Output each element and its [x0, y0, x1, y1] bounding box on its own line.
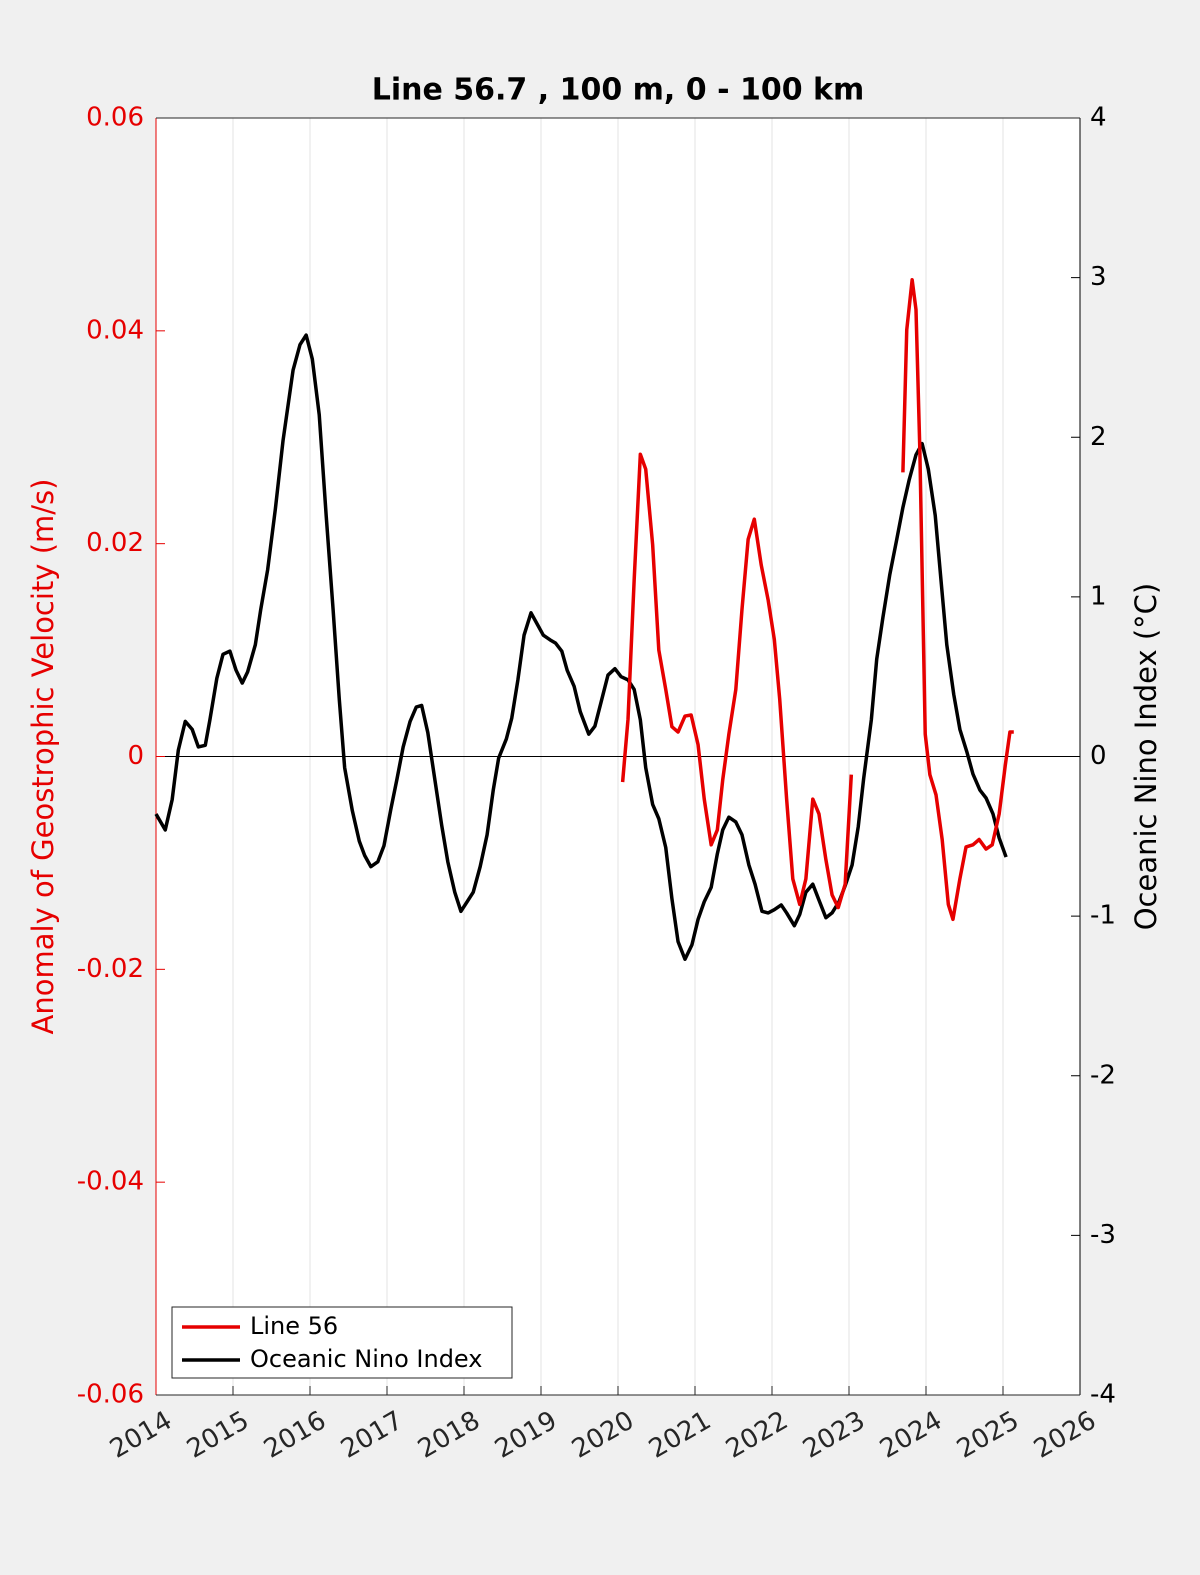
chart-title: Line 56.7 , 100 m, 0 - 100 km — [372, 73, 865, 108]
y-tick-label: -0.06 — [77, 1380, 144, 1410]
series-line — [154, 333, 1008, 961]
y-tick-label: 0.06 — [86, 103, 144, 133]
legend-box — [171, 1306, 513, 1379]
y2-tick-label: -3 — [1090, 1220, 1116, 1250]
y-tick-label: -0.02 — [77, 954, 144, 984]
y2-tick-label: 2 — [1090, 422, 1107, 452]
series-line — [620, 278, 1014, 922]
y2-tick-label: -1 — [1090, 901, 1116, 931]
x-tick-label: 2021 — [644, 1406, 716, 1465]
x-tick-label: 2019 — [490, 1406, 562, 1465]
x-tick-label: 2020 — [567, 1406, 639, 1465]
y-tick-label: 0.02 — [86, 528, 144, 558]
y2-tick-label: 3 — [1090, 262, 1107, 292]
x-tick-label: 2026 — [1029, 1406, 1101, 1465]
x-tick-label: 2017 — [336, 1406, 408, 1465]
y-tick-label: -0.04 — [77, 1167, 144, 1197]
y2-axis-label: Oceanic Nino Index (°C) — [1129, 583, 1163, 931]
x-tick-label: 2025 — [952, 1406, 1024, 1465]
y2-tick-label: 0 — [1090, 741, 1107, 771]
x-tick-label: 2015 — [182, 1406, 254, 1465]
x-tick-label: 2016 — [259, 1406, 331, 1465]
y2-tick-label: -4 — [1090, 1380, 1116, 1410]
legend-label: Oceanic Nino Index — [250, 1345, 482, 1373]
y-tick-label: 0.04 — [86, 315, 144, 345]
y-tick-label: 0 — [127, 741, 144, 771]
x-tick-label: 2018 — [413, 1406, 485, 1465]
x-tick-label: 2024 — [875, 1406, 947, 1465]
x-tick-label: 2014 — [105, 1406, 177, 1465]
y2-tick-label: 4 — [1090, 103, 1107, 133]
x-tick-label: 2022 — [721, 1406, 793, 1465]
y2-tick-label: 1 — [1090, 581, 1107, 611]
x-tick-label: 2023 — [798, 1406, 870, 1465]
y2-tick-label: -2 — [1090, 1060, 1116, 1090]
y-axis-label: Anomaly of Geostrophic Velocity (m/s) — [26, 479, 60, 1035]
legend-label: Line 56 — [250, 1312, 338, 1340]
